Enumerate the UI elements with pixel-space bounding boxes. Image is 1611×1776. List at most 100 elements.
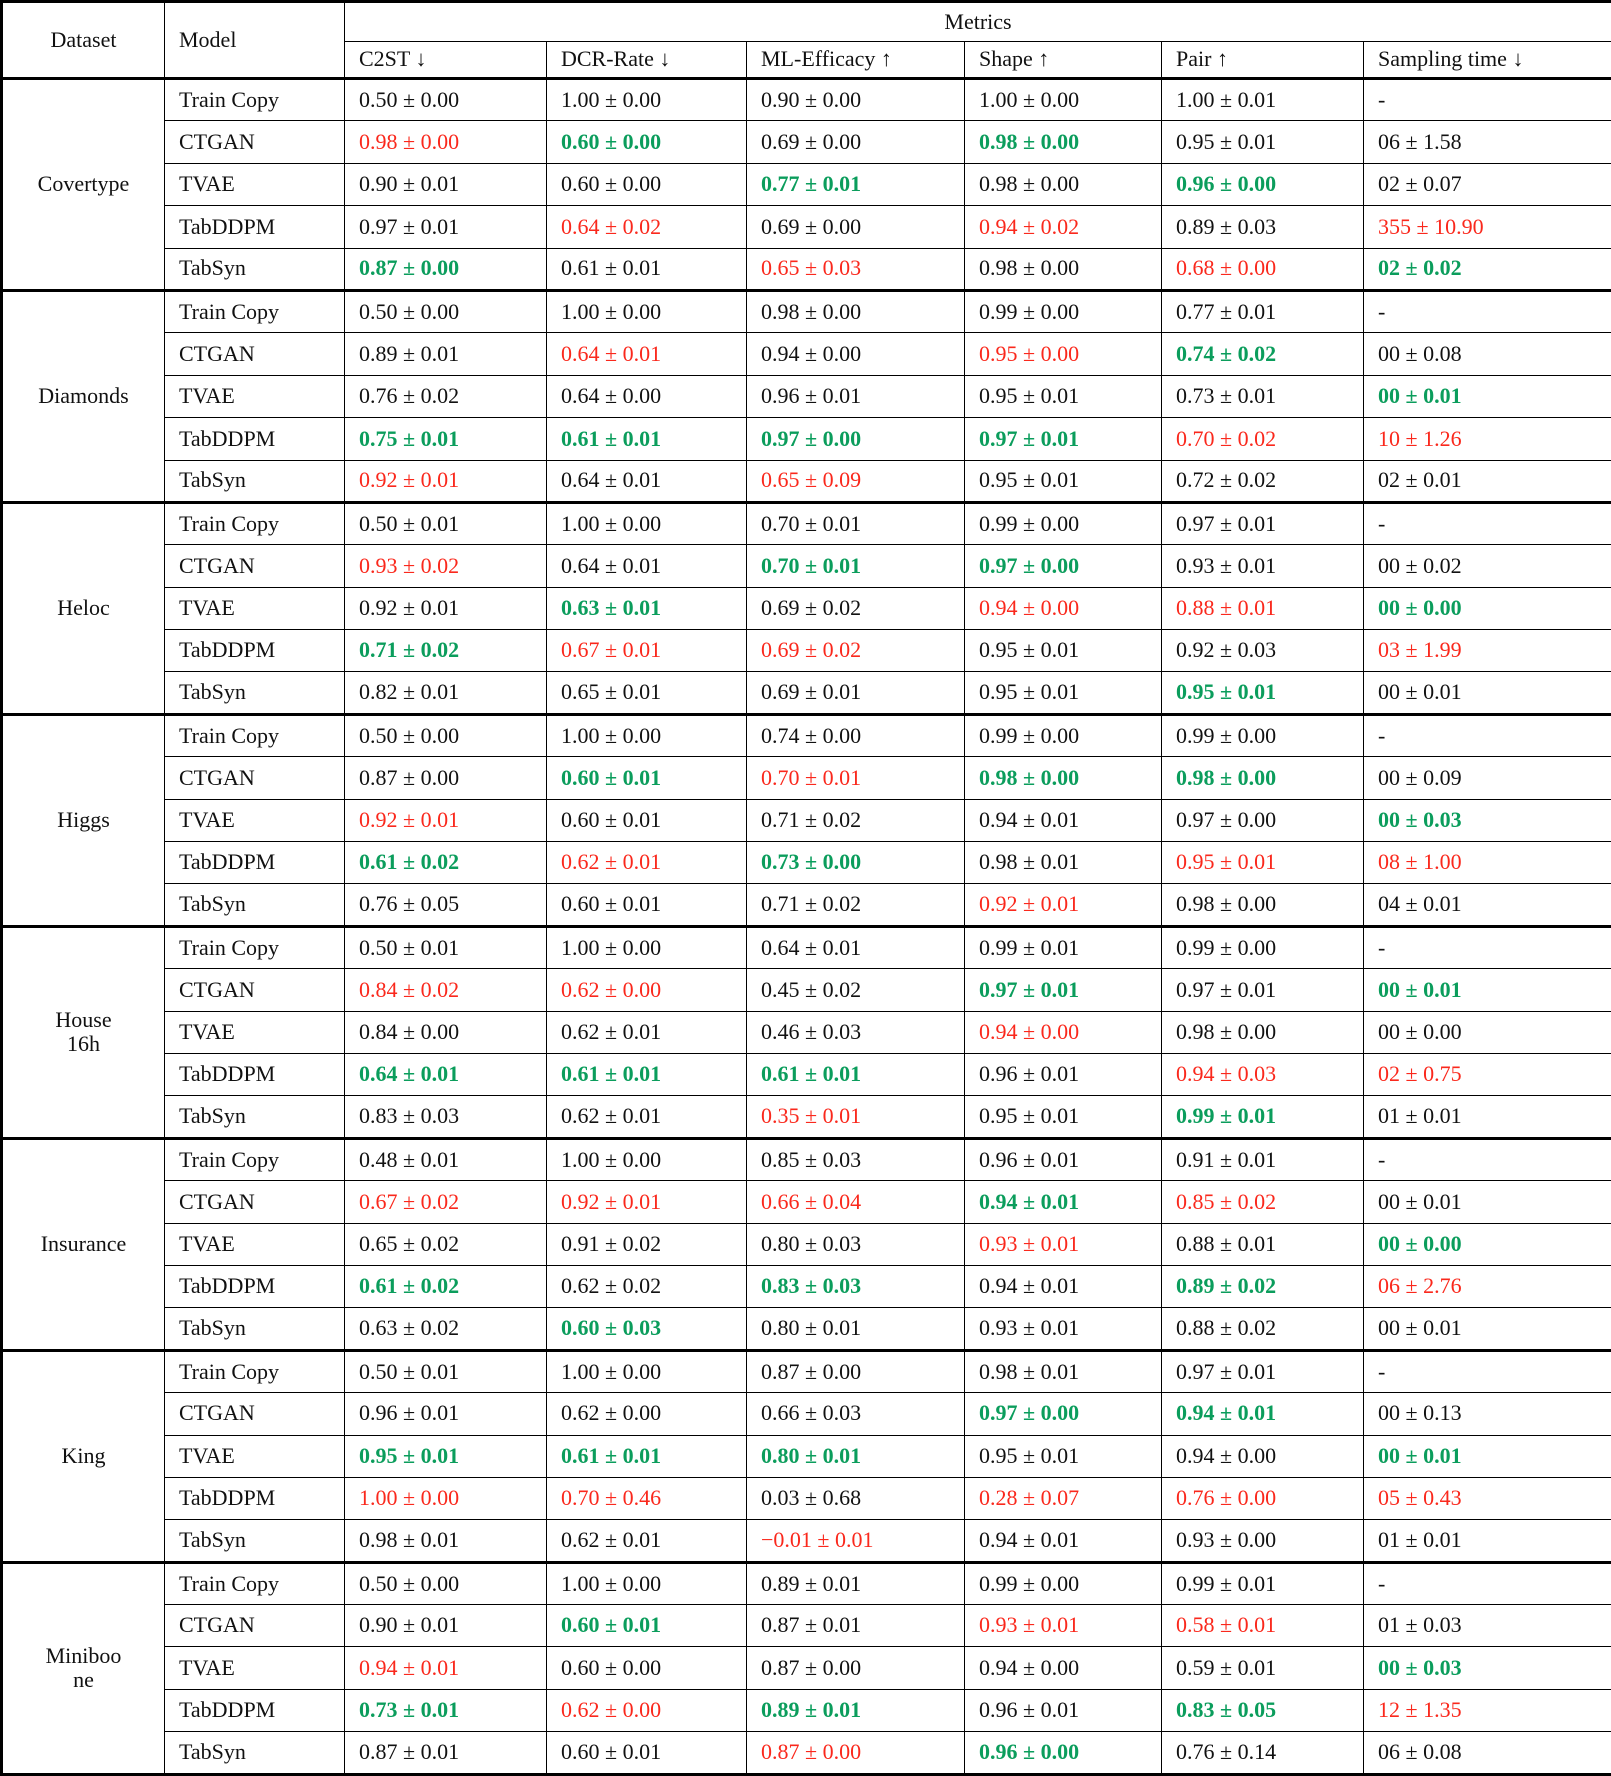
metric-value: 06 ± 2.76 <box>1364 1265 1611 1307</box>
model-label: Train Copy <box>165 1138 345 1180</box>
metric-value: 0.91 ± 0.01 <box>1162 1138 1364 1180</box>
metric-value: 0.95 ± 0.01 <box>1162 672 1364 714</box>
dataset-label: Higgs <box>2 714 165 926</box>
metric-value: 0.84 ± 0.00 <box>345 1011 547 1053</box>
metric-value: 0.63 ± 0.02 <box>345 1308 547 1350</box>
model-label: TabSyn <box>165 460 345 502</box>
metric-value: 1.00 ± 0.00 <box>547 502 747 544</box>
metric-value: 0.70 ± 0.02 <box>1162 418 1364 460</box>
metric-value: 0.85 ± 0.02 <box>1162 1181 1364 1223</box>
model-label: CTGAN <box>165 969 345 1011</box>
metric-value: 0.77 ± 0.01 <box>747 163 965 205</box>
model-label: TVAE <box>165 1223 345 1265</box>
metric-value: 0.76 ± 0.02 <box>345 375 547 417</box>
model-label: CTGAN <box>165 333 345 375</box>
model-label: TVAE <box>165 1435 345 1477</box>
metric-value: 0.88 ± 0.01 <box>1162 1223 1364 1265</box>
metric-value: 0.69 ± 0.00 <box>747 121 965 163</box>
metric-value: 0.87 ± 0.01 <box>747 1605 965 1647</box>
dataset-label: Miniboo ne <box>2 1562 165 1774</box>
metric-value: 00 ± 0.01 <box>1364 672 1611 714</box>
model-label: CTGAN <box>165 545 345 587</box>
model-label: TabSyn <box>165 1520 345 1562</box>
dataset-label: Heloc <box>2 502 165 714</box>
metric-value: 0.97 ± 0.01 <box>965 418 1162 460</box>
metric-value: 0.46 ± 0.03 <box>747 1011 965 1053</box>
metric-value: 0.83 ± 0.03 <box>747 1265 965 1307</box>
metric-value: 0.98 ± 0.00 <box>965 248 1162 290</box>
metric-value: 0.93 ± 0.01 <box>1162 545 1364 587</box>
metric-value: 0.98 ± 0.00 <box>1162 884 1364 926</box>
metric-value: 0.87 ± 0.00 <box>345 248 547 290</box>
metric-value: 0.98 ± 0.00 <box>1162 1011 1364 1053</box>
metric-value: 1.00 ± 0.00 <box>547 1562 747 1604</box>
metric-value: −0.01 ± 0.01 <box>747 1520 965 1562</box>
metric-value: - <box>1364 714 1611 756</box>
header-col-pair: Pair ↑ <box>1162 42 1364 79</box>
header-group-row: Dataset Model Metrics <box>2 2 1611 42</box>
metric-value: 0.88 ± 0.01 <box>1162 587 1364 629</box>
metric-value: 0.62 ± 0.00 <box>547 1689 747 1731</box>
metric-value: 0.80 ± 0.03 <box>747 1223 965 1265</box>
metric-value: 0.62 ± 0.00 <box>547 969 747 1011</box>
metric-value: 0.89 ± 0.01 <box>345 333 547 375</box>
header-col-ml-efficacy: ML-Efficacy ↑ <box>747 42 965 79</box>
metric-value: - <box>1364 1138 1611 1180</box>
metric-value: 0.92 ± 0.01 <box>345 460 547 502</box>
metric-value: 0.82 ± 0.01 <box>345 672 547 714</box>
metric-value: 0.61 ± 0.01 <box>547 248 747 290</box>
model-label: Train Copy <box>165 79 345 121</box>
model-label: TabDDPM <box>165 1477 345 1519</box>
metric-value: 0.94 ± 0.03 <box>1162 1053 1364 1095</box>
metric-value: 0.50 ± 0.00 <box>345 79 547 121</box>
metric-value: 10 ± 1.26 <box>1364 418 1611 460</box>
metric-value: 04 ± 0.01 <box>1364 884 1611 926</box>
metric-value: 0.88 ± 0.02 <box>1162 1308 1364 1350</box>
metric-value: 0.87 ± 0.00 <box>747 1647 965 1689</box>
model-label: TabDDPM <box>165 842 345 884</box>
model-label: TabSyn <box>165 1308 345 1350</box>
metric-value: 0.84 ± 0.02 <box>345 969 547 1011</box>
metric-value: 00 ± 0.00 <box>1364 587 1611 629</box>
metric-value: 0.73 ± 0.00 <box>747 842 965 884</box>
metric-value: 0.75 ± 0.01 <box>345 418 547 460</box>
metric-value: 03 ± 1.99 <box>1364 630 1611 672</box>
metric-value: 0.96 ± 0.01 <box>965 1689 1162 1731</box>
metric-value: 0.64 ± 0.01 <box>547 545 747 587</box>
metric-value: 0.98 ± 0.01 <box>965 842 1162 884</box>
metric-value: 0.76 ± 0.05 <box>345 884 547 926</box>
metric-value: 0.93 ± 0.01 <box>965 1223 1162 1265</box>
metric-value: 0.65 ± 0.02 <box>345 1223 547 1265</box>
metric-value: 0.64 ± 0.01 <box>547 460 747 502</box>
header-col-c2st: C2ST ↓ <box>345 42 547 79</box>
metric-value: 0.94 ± 0.00 <box>965 1647 1162 1689</box>
metric-value: 0.64 ± 0.00 <box>547 375 747 417</box>
metric-value: 0.73 ± 0.01 <box>345 1689 547 1731</box>
metric-value: 0.61 ± 0.01 <box>547 1053 747 1095</box>
metric-value: 1.00 ± 0.00 <box>547 1350 747 1392</box>
metric-value: 0.62 ± 0.01 <box>547 1096 747 1138</box>
metric-value: 0.98 ± 0.00 <box>965 121 1162 163</box>
model-label: Train Copy <box>165 290 345 332</box>
metric-value: 0.83 ± 0.03 <box>345 1096 547 1138</box>
model-label: TabSyn <box>165 672 345 714</box>
metric-value: - <box>1364 1350 1611 1392</box>
metric-value: 1.00 ± 0.00 <box>965 79 1162 121</box>
metric-value: 0.91 ± 0.02 <box>547 1223 747 1265</box>
metric-value: 0.80 ± 0.01 <box>747 1435 965 1477</box>
metric-value: 0.64 ± 0.01 <box>547 333 747 375</box>
model-label: CTGAN <box>165 1605 345 1647</box>
